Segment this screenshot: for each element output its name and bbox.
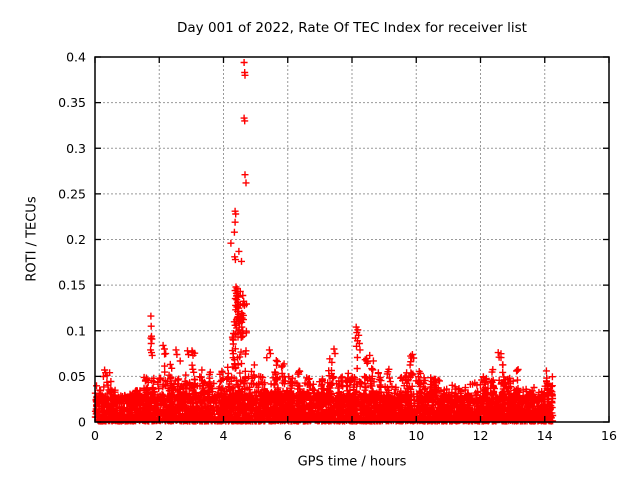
x-tick-label: 14 [537,428,553,443]
x-tick-label: 4 [220,428,228,443]
y-tick-label: 0.1 [66,323,86,338]
y-tick-label: 0.15 [58,278,86,293]
x-tick-label: 0 [91,428,99,443]
x-tick-label: 8 [348,428,356,443]
data-points-roti [91,59,557,425]
y-tick-label: 0.25 [58,186,86,201]
x-tick-label: 2 [155,428,163,443]
x-tick-label: 12 [473,428,489,443]
x-axis-label: GPS time / hours [297,454,407,470]
chart-title: Day 001 of 2022, Rate Of TEC Index for r… [177,20,527,36]
y-tick-label: 0.35 [58,95,86,110]
y-tick-label: 0.2 [66,232,86,247]
y-axis-label: ROTI / TECUs [24,196,40,282]
y-tick-label: 0 [78,415,86,430]
x-tick-label: 6 [284,428,292,443]
y-tick-label: 0.3 [66,141,86,156]
x-tick-label: 16 [601,428,617,443]
x-tick-label: 10 [408,428,424,443]
y-tick-label: 0.4 [66,50,86,65]
y-tick-label: 0.05 [58,369,86,384]
